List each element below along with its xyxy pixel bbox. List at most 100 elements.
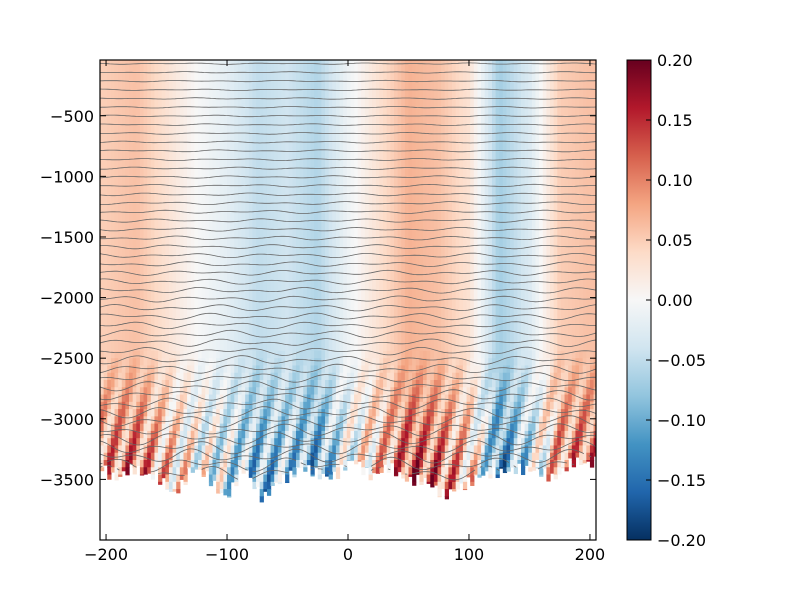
heatmap-cell	[335, 154, 341, 163]
heatmap-cell	[372, 110, 377, 119]
heatmap-cell	[328, 176, 333, 185]
heatmap-cell	[401, 132, 406, 141]
heatmap-cell	[154, 278, 159, 287]
heatmap-cell	[346, 292, 352, 301]
heatmap-cell	[245, 409, 250, 417]
heatmap-cell	[172, 430, 177, 439]
heatmap-cell	[172, 445, 177, 454]
heatmap-cell	[245, 125, 250, 134]
heatmap-cell	[314, 169, 319, 177]
heatmap-cell	[285, 445, 290, 454]
heatmap-cell	[234, 103, 239, 112]
heatmap-cell	[325, 205, 330, 214]
heatmap-cell	[339, 394, 344, 403]
heatmap-cell	[314, 220, 319, 228]
heatmap-cell	[295, 212, 301, 221]
heatmap-cell	[190, 81, 195, 90]
heatmap-cell	[328, 350, 333, 359]
heatmap-cell	[357, 220, 362, 228]
heatmap-cell	[158, 147, 163, 156]
heatmap-cell	[150, 401, 156, 410]
heatmap-cell	[139, 460, 145, 468]
heatmap-cell	[172, 110, 177, 119]
heatmap-cell	[219, 263, 224, 272]
heatmap-cell	[216, 285, 221, 294]
heatmap-cell	[143, 329, 148, 337]
heatmap-cell	[227, 350, 232, 359]
heatmap-cell	[237, 190, 243, 199]
heatmap-cell	[197, 81, 203, 90]
heatmap-cell	[321, 263, 326, 272]
heatmap-cell	[390, 336, 395, 345]
heatmap-cell	[172, 423, 177, 432]
heatmap-cell	[219, 430, 224, 439]
heatmap-cell	[375, 423, 381, 432]
heatmap-cell	[368, 220, 373, 228]
heatmap-cell	[401, 118, 406, 127]
heatmap-cell	[216, 452, 221, 461]
heatmap-cell	[368, 132, 373, 141]
heatmap-cell	[346, 241, 352, 250]
heatmap-cell	[241, 321, 246, 330]
heatmap-cell	[100, 300, 105, 308]
heatmap-cell	[227, 496, 232, 498]
heatmap-cell	[397, 372, 402, 381]
heatmap-cell	[259, 81, 264, 90]
heatmap-cell	[190, 372, 195, 381]
heatmap-cell	[325, 365, 330, 374]
heatmap-cell	[266, 74, 272, 83]
heatmap-cell	[245, 329, 250, 337]
heatmap-cell	[100, 270, 105, 279]
heatmap-cell	[125, 176, 130, 185]
heatmap-cell	[350, 110, 355, 119]
heatmap-cell	[154, 227, 159, 236]
heatmap-cell	[306, 96, 312, 105]
heatmap-cell	[372, 212, 377, 221]
heatmap-cell	[328, 416, 333, 425]
heatmap-cell	[346, 358, 352, 367]
heatmap-cell	[237, 329, 243, 337]
heatmap-cell	[114, 300, 119, 308]
heatmap-cell	[266, 300, 272, 308]
heatmap-cell	[325, 358, 330, 367]
heatmap-cell	[270, 430, 275, 439]
heatmap-cell	[408, 460, 413, 468]
heatmap-cell	[129, 67, 134, 76]
heatmap-cell	[143, 372, 148, 381]
heatmap-cell	[314, 270, 319, 279]
heatmap-cell	[317, 125, 322, 134]
heatmap-cell	[252, 409, 257, 417]
heatmap-cell	[335, 387, 341, 396]
heatmap-cell	[147, 467, 152, 474]
heatmap-cell	[317, 118, 322, 127]
heatmap-cell	[219, 212, 224, 221]
heatmap-cell	[143, 438, 148, 447]
heatmap-cell	[248, 445, 254, 454]
heatmap-cell	[310, 249, 315, 257]
heatmap-cell	[118, 474, 123, 477]
heatmap-cell	[332, 67, 337, 76]
heatmap-cell	[277, 380, 283, 388]
heatmap-cell	[114, 467, 119, 476]
heatmap-cell	[346, 372, 352, 381]
heatmap-cell	[125, 154, 130, 163]
heatmap-cell	[219, 336, 224, 345]
heatmap-cell	[375, 380, 381, 388]
heatmap-cell	[364, 329, 370, 337]
heatmap-cell	[270, 81, 275, 90]
heatmap-cell	[310, 110, 315, 119]
heatmap-cell	[248, 96, 254, 105]
heatmap-cell	[216, 474, 221, 483]
heatmap-cell	[194, 183, 199, 192]
heatmap-cell	[328, 241, 333, 250]
heatmap-cell	[201, 467, 206, 476]
heatmap-cell	[234, 205, 239, 214]
heatmap-cell	[408, 234, 413, 243]
heatmap-cell	[143, 285, 148, 294]
heatmap-cell	[110, 190, 116, 199]
heatmap-cell	[227, 176, 232, 185]
heatmap-cell	[383, 74, 388, 83]
heatmap-cell	[325, 329, 330, 337]
heatmap-cell	[325, 74, 330, 83]
heatmap-cell	[325, 423, 330, 432]
